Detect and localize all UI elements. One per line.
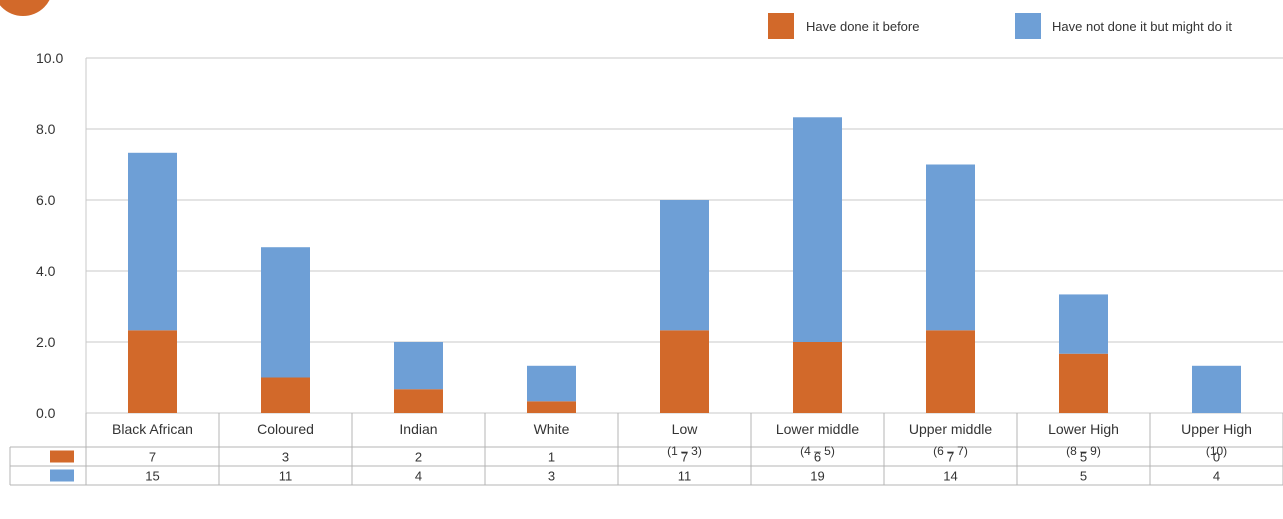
category-sublabel: (8 – 9)	[1066, 444, 1101, 458]
table-cell-value: 0	[1213, 450, 1220, 465]
legend-swatch	[768, 13, 794, 39]
category-sublabel: (4 – 5)	[800, 444, 835, 458]
table-cell-value: 3	[548, 469, 555, 484]
y-tick-label: 4.0	[36, 263, 56, 279]
category-sublabel: (6 – 7)	[933, 444, 968, 458]
bar-segment-done-before	[128, 330, 177, 413]
category-sublabel: (1 – 3)	[667, 444, 702, 458]
table-cell-value: 7	[947, 450, 954, 465]
bar-segment-done-before	[261, 377, 310, 413]
bar-segment-might-do	[128, 152, 177, 331]
bars	[128, 117, 1241, 413]
bar-segment-done-before	[926, 330, 975, 413]
table-cell-value: 7	[149, 450, 156, 465]
bar-segment-done-before	[793, 342, 842, 413]
bar-segment-might-do	[793, 117, 842, 342]
legend-label: Have done it before	[806, 19, 919, 34]
table-cell-value: 11	[678, 469, 692, 484]
bar-segment-done-before	[394, 389, 443, 413]
table-cell-value: 14	[943, 469, 957, 484]
bar-segment-done-before	[660, 330, 709, 413]
y-tick-label: 6.0	[36, 192, 56, 208]
y-tick-label: 10.0	[36, 50, 63, 66]
legend: Have done it before Have not done it but …	[768, 13, 1232, 39]
corner-badge	[0, 0, 50, 16]
bar-segment-might-do	[527, 365, 576, 402]
y-tick-label: 2.0	[36, 334, 56, 350]
table-cell-value: 5	[1080, 469, 1087, 484]
table-cell-value: 4	[1213, 469, 1220, 484]
category-label: Black African	[112, 421, 193, 437]
table-row-swatch	[50, 469, 74, 482]
table-cell-value: 5	[1080, 450, 1087, 465]
category-label: Lower High	[1048, 421, 1119, 437]
category-label: Upper High	[1181, 421, 1252, 437]
table-cell-value: 2	[415, 450, 422, 465]
table-cell-value: 3	[282, 450, 289, 465]
legend-swatch	[1015, 13, 1041, 39]
category-label: Upper middle	[909, 421, 992, 437]
table-cell-value: 11	[279, 469, 293, 484]
table-row-swatch	[50, 450, 74, 463]
y-tick-label: 8.0	[36, 121, 56, 137]
category-sublabel: (10)	[1206, 444, 1227, 458]
table-cell-value: 1	[548, 450, 555, 465]
category-label: White	[534, 421, 570, 437]
table-cell-value: 4	[415, 469, 422, 484]
bar-segment-might-do	[1059, 294, 1108, 354]
table-cell-value: 7	[681, 450, 688, 465]
table-cell-value: 15	[145, 469, 159, 484]
bar-segment-might-do	[926, 164, 975, 331]
category-label: Coloured	[257, 421, 314, 437]
table-cell-value: 19	[810, 469, 824, 484]
bar-segment-might-do	[394, 342, 443, 390]
data-table: Black African Coloured Indian White Low (1 – …	[9, 413, 1283, 486]
bar-segment-done-before	[527, 401, 576, 413]
category-label: Lower middle	[776, 421, 859, 437]
table-cell-value: 6	[814, 450, 821, 465]
category-label: Low	[672, 421, 699, 437]
bar-segment-might-do	[1192, 365, 1241, 413]
bar-segment-might-do	[660, 200, 709, 331]
y-tick-label: 0.0	[36, 405, 56, 421]
y-axis-ticks: 0.0 2.0 4.0 6.0 8.0 10.0	[36, 50, 63, 421]
bar-segment-done-before	[1059, 353, 1108, 413]
bar-segment-might-do	[261, 247, 310, 378]
legend-label: Have not done it but might do it	[1052, 19, 1232, 34]
category-label: Indian	[399, 421, 437, 437]
